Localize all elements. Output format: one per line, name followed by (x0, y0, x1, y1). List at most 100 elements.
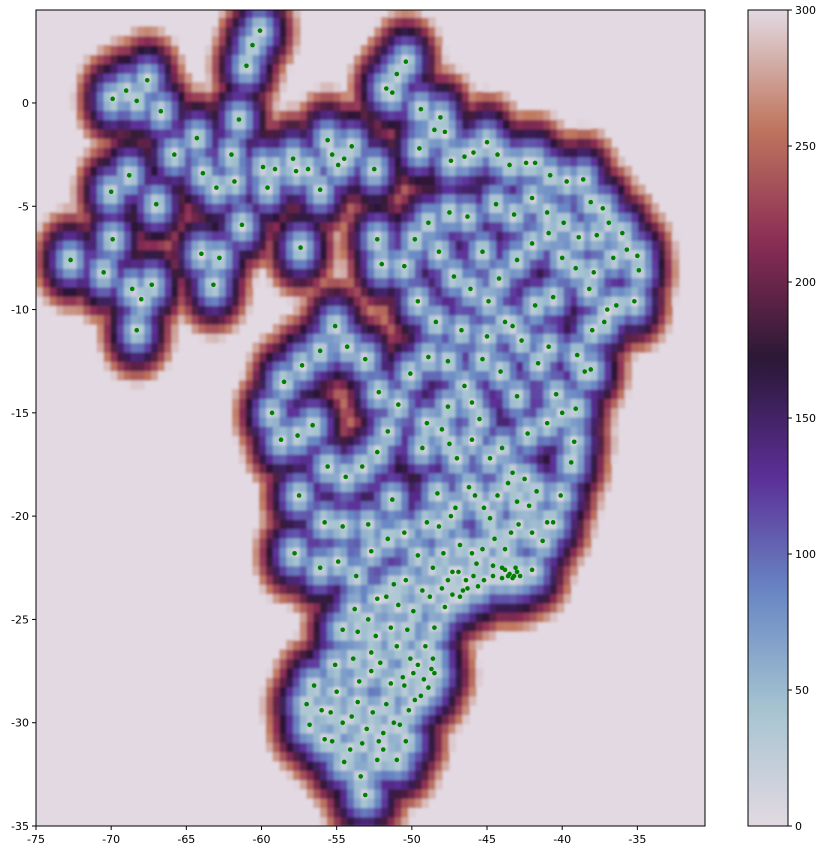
data-point (402, 683, 407, 688)
data-point (374, 449, 380, 455)
data-point (480, 356, 485, 362)
data-point (481, 577, 487, 583)
data-point (529, 195, 535, 201)
data-point (350, 656, 356, 661)
y-tick-label: -15 (11, 407, 29, 420)
data-point (432, 670, 437, 676)
plot-frame (35, 9, 706, 827)
data-point (292, 551, 297, 556)
data-point (368, 650, 374, 655)
y-tick-label: -20 (11, 510, 29, 523)
data-point (293, 168, 299, 174)
y-tick-label: 0 (22, 97, 29, 110)
data-point (526, 503, 532, 509)
y-tick-label: -30 (11, 717, 29, 730)
data-point (341, 759, 347, 765)
data-point (558, 493, 563, 498)
data-point (374, 237, 380, 242)
data-point (586, 286, 592, 292)
data-point (290, 156, 296, 162)
data-point (576, 234, 582, 240)
data-point (368, 668, 374, 674)
data-point (438, 115, 443, 120)
points-layer (68, 28, 642, 798)
data-point (194, 135, 200, 141)
data-point (110, 96, 115, 102)
data-point (514, 569, 520, 575)
data-point (505, 573, 511, 579)
data-point (110, 237, 115, 242)
data-point (480, 546, 485, 552)
colorbar-tick-label: 250 (795, 140, 816, 153)
data-point (516, 522, 521, 527)
data-point (481, 505, 487, 511)
data-point (376, 739, 382, 744)
data-point (432, 625, 437, 630)
data-point (123, 88, 129, 93)
data-point (559, 410, 565, 416)
data-point (532, 303, 538, 308)
data-point (328, 710, 333, 715)
data-point (396, 602, 401, 608)
data-point (496, 276, 502, 281)
data-point (144, 77, 150, 83)
data-point (307, 722, 312, 728)
data-point (462, 383, 467, 389)
data-point (474, 561, 479, 566)
data-point (232, 179, 237, 184)
data-point (415, 553, 421, 558)
data-point (430, 565, 436, 571)
x-tick-label: -75 (27, 833, 45, 846)
y-tick-label: -35 (11, 820, 29, 833)
colorbar-tick-label: 200 (795, 276, 816, 289)
data-point (356, 679, 362, 684)
data-point (397, 722, 403, 728)
data-point (601, 319, 607, 325)
data-point (108, 189, 114, 195)
data-point (347, 747, 353, 752)
data-point (544, 420, 550, 426)
data-point (332, 323, 338, 329)
data-point (553, 391, 559, 397)
data-point (322, 520, 327, 525)
data-point (403, 739, 409, 744)
data-point (380, 730, 386, 736)
data-point (550, 520, 556, 525)
data-point (522, 476, 527, 482)
data-point (588, 199, 594, 205)
data-point (442, 604, 448, 610)
data-point (472, 493, 478, 498)
data-point (126, 172, 132, 178)
data-point (424, 420, 430, 426)
data-point (317, 565, 323, 571)
x-tick-label: -55 (328, 833, 346, 846)
data-point (435, 491, 440, 496)
data-point (260, 164, 266, 170)
colorbar-gradient (747, 9, 789, 827)
data-point (580, 177, 586, 182)
data-point (379, 261, 385, 267)
data-point (304, 701, 309, 707)
data-point (573, 406, 579, 412)
data-point (432, 127, 437, 133)
data-point (239, 222, 245, 228)
data-point (480, 249, 485, 254)
data-point (365, 617, 371, 622)
data-point (158, 108, 164, 114)
data-point (403, 577, 409, 583)
data-point (550, 294, 556, 300)
data-point (514, 394, 520, 399)
data-point (340, 627, 345, 633)
data-point (172, 152, 177, 157)
data-point (250, 42, 255, 48)
data-point (529, 567, 535, 573)
data-point (358, 774, 364, 779)
data-point (433, 319, 439, 325)
data-point (388, 681, 394, 686)
data-point (507, 162, 512, 168)
data-point (353, 573, 359, 579)
data-point (335, 559, 341, 564)
data-point (614, 303, 619, 308)
data-point (317, 348, 323, 354)
